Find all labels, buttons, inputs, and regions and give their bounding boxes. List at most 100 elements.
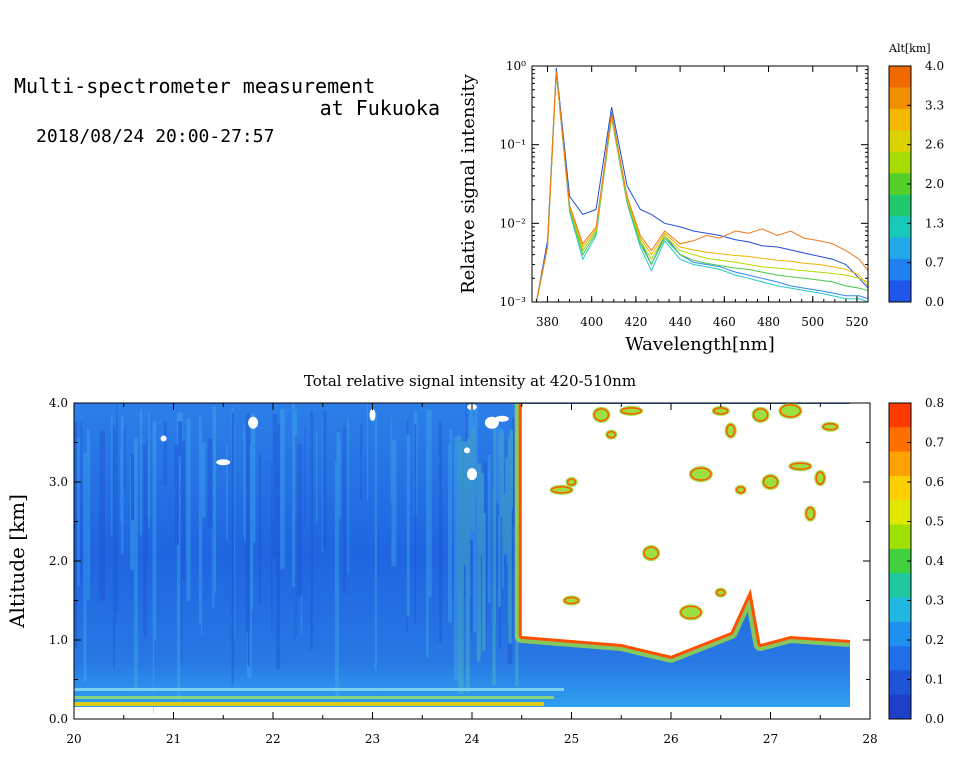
heatmap-chart: Total relative signal intensity at 420-5… [5, 372, 944, 746]
heatmap-streak [77, 438, 80, 587]
spectrum-x-tick-label: 500 [801, 315, 824, 329]
altitude-colorbar-swatch [889, 66, 911, 88]
heatmap-streak [427, 419, 432, 597]
heatmap-streak [315, 430, 318, 523]
intensity-colorbar-tick-label: 0.7 [925, 436, 944, 450]
heatmap-streak [426, 409, 432, 564]
altitude-colorbar-swatch [889, 216, 911, 239]
heatmap-streak [295, 436, 297, 639]
heatmap-streak [498, 514, 501, 607]
heatmap-streak [179, 412, 183, 585]
altitude-colorbar: 4.0 3.3 2.6 2.0 1.3 0.7 0.0 [888, 59, 944, 309]
spectrum-y-tick-label: 10⁰ [506, 59, 526, 73]
heatmap-streak [323, 410, 327, 549]
heatmap-gaps [160, 403, 509, 481]
cloud-speckle [779, 404, 802, 418]
intensity-colorbar-tick-label: 0.0 [925, 712, 944, 726]
heatmap-streak [300, 455, 303, 634]
altitude-colorbar-tick-label: 0.7 [925, 256, 944, 270]
intensity-colorbar-tick-label: 0.6 [925, 475, 944, 489]
intensity-colorbar: 0.8 0.7 0.6 0.5 0.4 0.3 0.2 0.1 0.0 [888, 396, 944, 726]
heatmap-streak [101, 430, 106, 602]
heatmap-y-tick-label: 1.0 [49, 633, 68, 647]
cloud-speckle [725, 423, 736, 438]
heatmap-streak [212, 434, 215, 609]
heatmap-streak [487, 454, 491, 604]
heatmap-streak [201, 442, 206, 518]
altitude-colorbar-tick-label: 2.0 [925, 177, 944, 191]
heatmap-gap [369, 408, 376, 421]
intensity-colorbar-swatch [889, 646, 911, 671]
spectrum-x-tick-label: 400 [580, 315, 603, 329]
heatmap-streak [465, 501, 470, 693]
altitude-colorbar-swatch [889, 87, 911, 110]
heatmap-streak [249, 449, 254, 611]
heatmap-streak [449, 429, 453, 543]
heatmap-streak [493, 423, 496, 626]
altitude-colorbar-swatch [889, 173, 911, 196]
heatmap-streak [512, 417, 516, 526]
heatmap-streak [186, 418, 191, 602]
cloud-speckle [789, 462, 812, 470]
heatmap-streak [499, 455, 502, 650]
spectrum-y-tick-label: 10⁻¹ [500, 138, 526, 152]
heatmap-streak [465, 403, 468, 632]
heatmap-streak [111, 414, 113, 535]
heatmap-streak [509, 429, 513, 508]
intensity-colorbar-swatch [889, 694, 911, 720]
heatmap-streak [502, 493, 508, 555]
heatmap-x-ticks: 20 21 22 23 24 25 26 27 28 [66, 403, 878, 746]
heatmap-streak [501, 429, 504, 589]
heatmap-streak [201, 430, 203, 636]
heatmap-streak [492, 487, 496, 686]
heatmap-x-tick-label: 28 [862, 732, 877, 746]
heatmap-streak [83, 452, 87, 682]
heatmap-streak [367, 404, 369, 501]
cloud-speckle [643, 546, 659, 560]
spectrum-y-tick-label: 10⁻² [500, 216, 527, 230]
heatmap-y-axis-title: Altitude [km] [5, 494, 29, 629]
spectrum-plot-frame [531, 65, 869, 303]
cloud-speckle [713, 407, 729, 415]
heatmap-streak [461, 504, 466, 566]
heatmap-streak [233, 420, 236, 639]
heatmap-streak [258, 452, 261, 605]
heatmap-streak [207, 438, 213, 528]
heatmap-lowband-3 [74, 702, 544, 706]
heatmap-streak [458, 486, 464, 695]
heatmap-streak [406, 434, 410, 617]
heatmap-streak [295, 419, 297, 578]
cloud-speckle [593, 408, 610, 422]
altitude-colorbar-swatch [889, 194, 911, 217]
altitude-colorbar-tick-label: 3.3 [925, 98, 944, 112]
heatmap-streak [146, 438, 148, 564]
heatmap-streak [245, 413, 250, 633]
heatmap-streak [505, 458, 509, 537]
cloud-speckle [815, 471, 825, 485]
intensity-colorbar-swatch [889, 670, 911, 696]
cloud-speckle [805, 506, 816, 521]
altitude-colorbar-swatch [889, 237, 911, 260]
heatmap-streak [499, 432, 504, 517]
heatmap-streak [178, 421, 183, 663]
cloud-region [521, 404, 851, 656]
heatmap-streak [276, 423, 281, 670]
cloud-speckle [563, 596, 580, 605]
heatmap-streak [456, 435, 461, 594]
heatmap-streak [463, 441, 468, 564]
heatmap-streak [497, 427, 502, 505]
heatmap-y-tick-label: 2.0 [49, 554, 68, 568]
heatmap-streak [198, 416, 202, 624]
spectrum-x-tick-label: 460 [713, 315, 736, 329]
heatmap-streak [178, 422, 182, 514]
heatmap-streak [482, 513, 486, 651]
spectrum-x-tick-label: 380 [536, 315, 559, 329]
cloud-speckle [752, 408, 769, 422]
intensity-colorbar-tick-label: 0.3 [925, 594, 944, 608]
spectrum-series-line [535, 71, 868, 302]
heatmap-streak [114, 427, 116, 624]
spectrum-y-ticks: 10⁰ 10⁻¹ 10⁻² 10⁻³ [500, 59, 868, 309]
heatmap-x-tick-label: 21 [166, 732, 181, 746]
heatmap-streak [231, 412, 235, 657]
